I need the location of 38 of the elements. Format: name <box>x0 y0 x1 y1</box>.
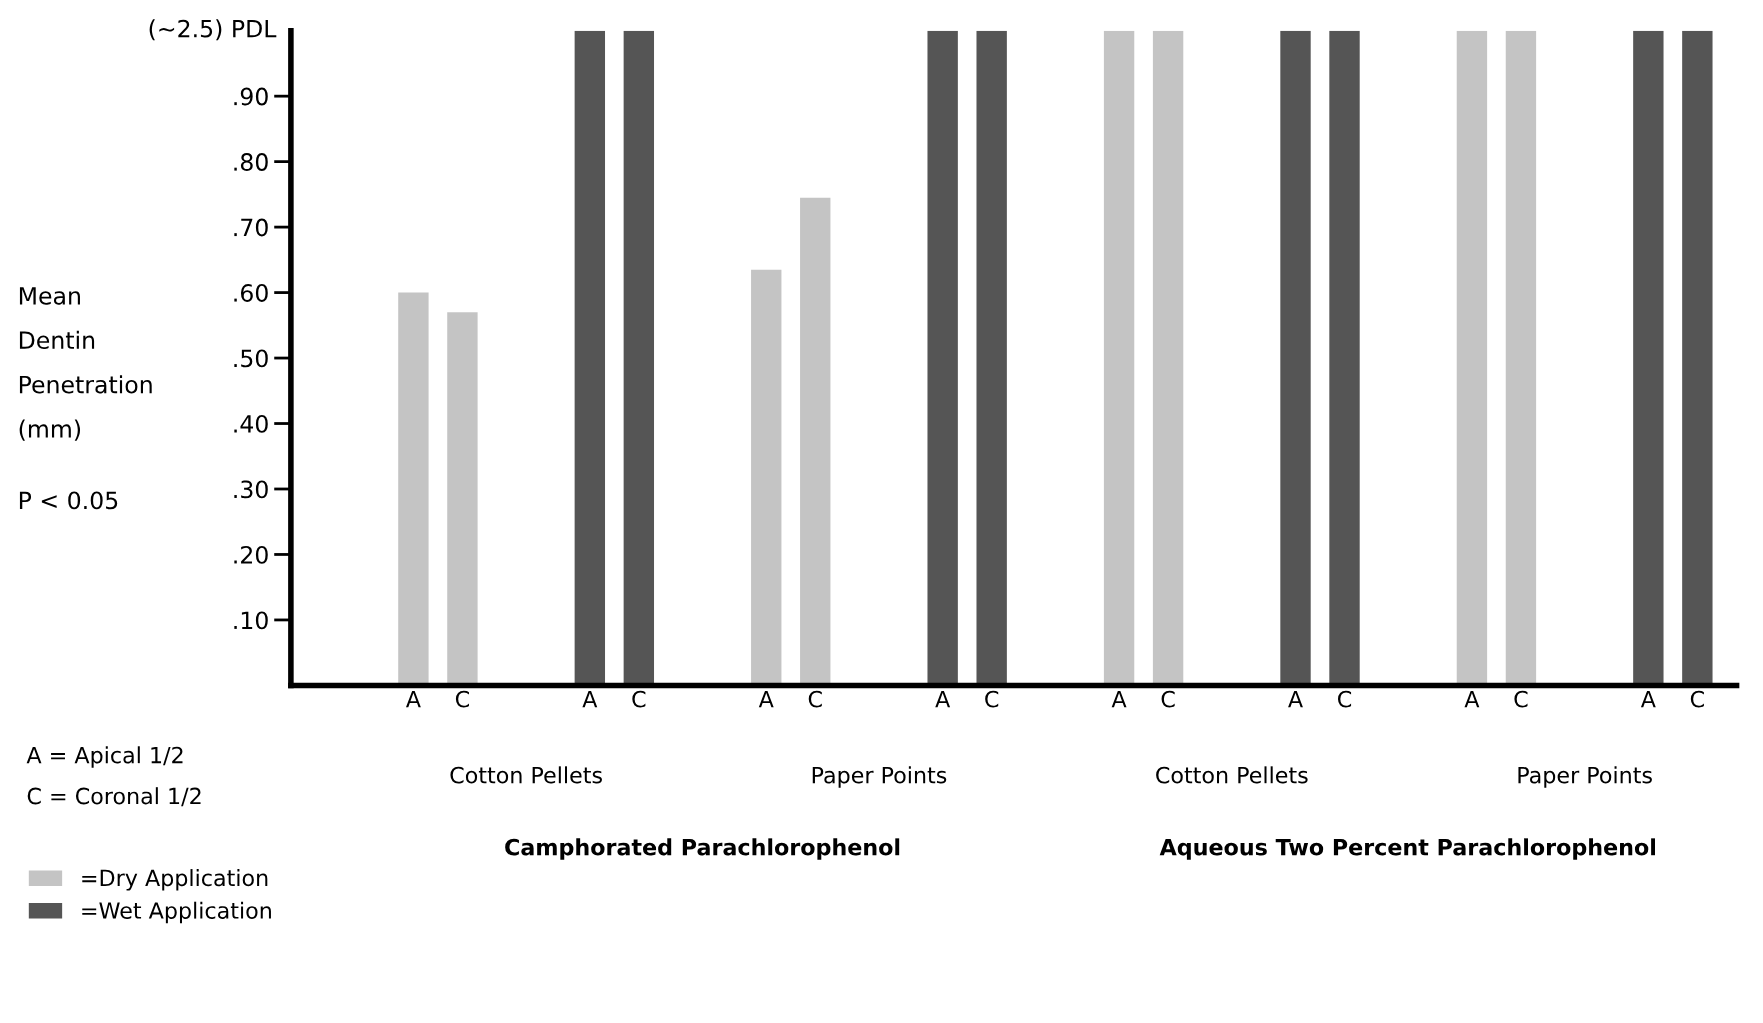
x-tick-label: C <box>1514 690 1528 708</box>
y-tick-label: .60 <box>234 284 268 302</box>
x-tick-label: C <box>808 690 822 708</box>
text: P < 0.05 <box>19 491 118 510</box>
x-tick-label: C <box>1690 690 1704 708</box>
y-tick-label: .90 <box>234 87 268 106</box>
y-tick-label: .30 <box>234 480 268 499</box>
text: Cotton Pellets <box>450 766 602 784</box>
y-tick-label: .50 <box>234 349 268 368</box>
x-tick-label: C <box>632 690 646 708</box>
x-tick-label: A <box>758 690 774 708</box>
y-tick-label: .70 <box>234 218 268 237</box>
y-tick-label: .80 <box>234 153 268 171</box>
text: (~2.5) PDL <box>149 19 277 41</box>
x-tick-label: C <box>1338 690 1352 708</box>
x-tick-label: C <box>455 690 469 708</box>
text: Cotton Pellets <box>1156 766 1308 784</box>
x-tick-label: A <box>1640 690 1656 708</box>
y-tick-label: .40 <box>234 414 268 433</box>
x-tick-label: A <box>935 690 951 708</box>
y-axis-title: Mean Dentin Penetration (mm) <box>19 287 152 441</box>
x-tick-label: A <box>1464 690 1480 708</box>
text: A = Apical 1/2 <box>26 746 183 768</box>
x-tick-label: A <box>1111 690 1127 708</box>
x-tick-label: C <box>1161 690 1175 708</box>
text: Paper Points <box>1518 766 1652 788</box>
text: C = Coronal 1/2 <box>27 787 201 807</box>
text: Paper Points <box>812 766 947 788</box>
text: Camphorated Parachlorophenol <box>505 838 900 860</box>
legend-label: =Wet Application <box>82 901 271 924</box>
legend-label: =Dry Application <box>82 869 268 891</box>
text: Aqueous Two Percent Parachlorophenol <box>1159 838 1655 860</box>
x-tick-label: A <box>405 690 421 708</box>
x-tick-label: A <box>582 690 598 708</box>
y-tick-label: .20 <box>234 545 268 564</box>
y-tick-label: .10 <box>234 611 268 630</box>
x-tick-label: A <box>1288 690 1303 708</box>
x-tick-label: C <box>985 690 999 708</box>
